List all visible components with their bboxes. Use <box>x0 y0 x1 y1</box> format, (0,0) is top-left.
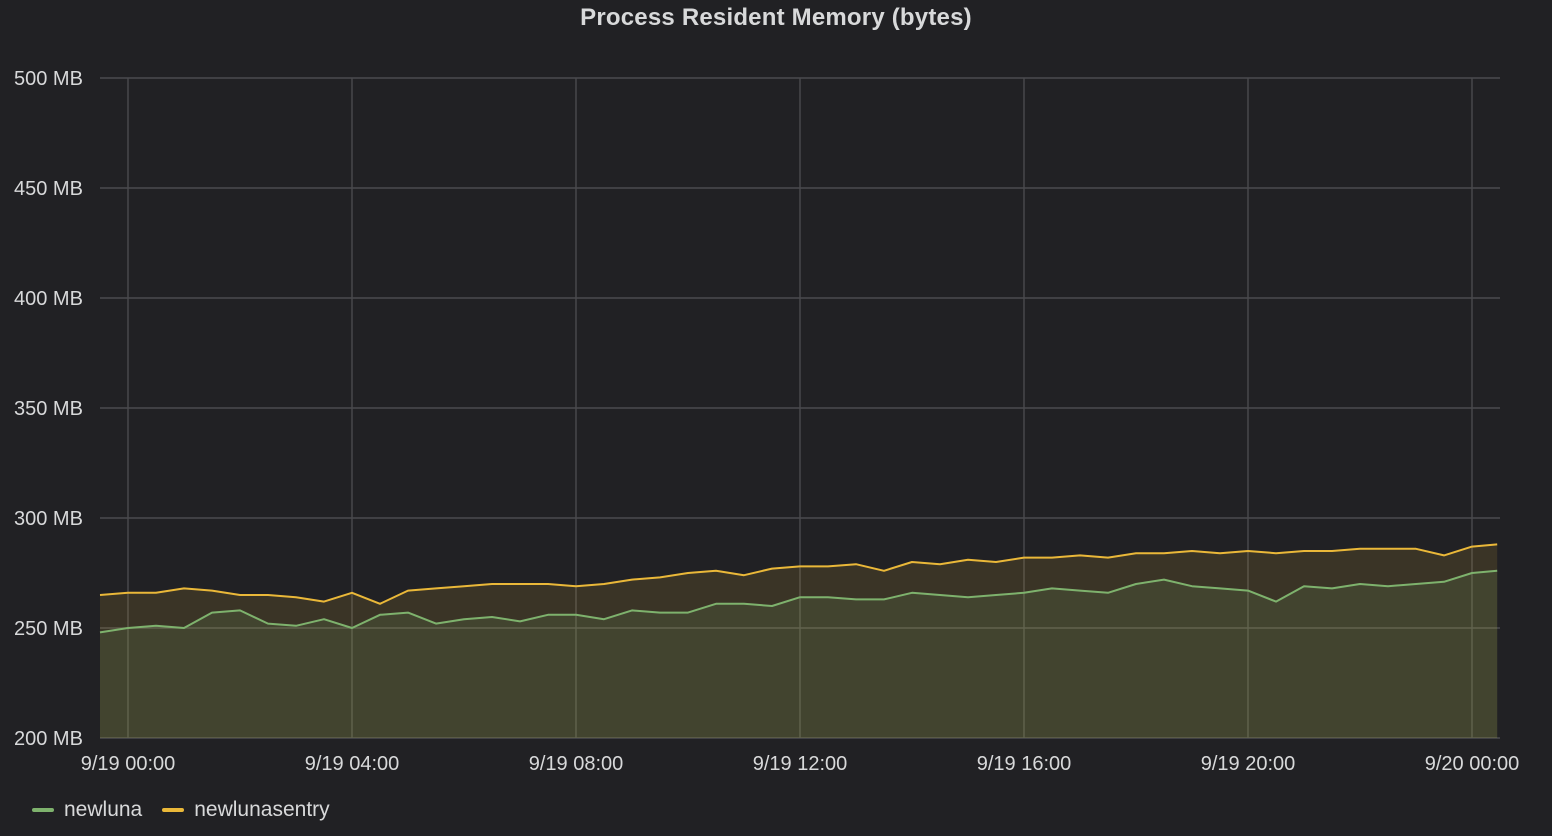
legend: newluna newlunasentry <box>32 798 350 822</box>
x-tick-label: 9/19 08:00 <box>529 753 624 775</box>
axis-labels: 500 MB 450 MB 400 MB 350 MB 300 MB 250 MB 200 … <box>14 68 1519 775</box>
legend-item-newluna[interactable]: newluna <box>32 798 142 822</box>
x-tick-label: 9/19 16:00 <box>977 753 1072 775</box>
grid <box>100 77 1500 739</box>
legend-label-newluna: newluna <box>64 798 143 821</box>
y-tick-label: 200 MB <box>14 728 83 750</box>
series-area-newluna <box>100 570 1498 738</box>
x-tick-label: 9/19 12:00 <box>753 753 848 775</box>
series-layer <box>99 543 1498 738</box>
x-tick-label: 9/19 04:00 <box>305 753 400 775</box>
y-tick-label: 300 MB <box>14 508 83 530</box>
x-tick-label: 9/20 00:00 <box>1425 753 1520 775</box>
chart-title: Process Resident Memory (bytes) <box>580 4 972 31</box>
x-tick-label: 9/19 00:00 <box>81 753 176 775</box>
y-tick-label: 350 MB <box>14 398 83 420</box>
series-line-newlunasentry[interactable] <box>99 543 1498 605</box>
legend-item-newlunasentry[interactable]: newlunasentry <box>162 798 330 822</box>
legend-swatch-newluna <box>32 808 54 812</box>
series-area-newlunasentry <box>100 544 1498 738</box>
legend-swatch-newlunasentry <box>162 808 185 812</box>
x-tick-label: 9/19 20:00 <box>1201 753 1296 775</box>
y-tick-label: 250 MB <box>14 618 83 640</box>
series-line-newluna[interactable] <box>99 569 1498 634</box>
y-tick-label: 450 MB <box>14 178 83 200</box>
legend-label-newlunasentry: newlunasentry <box>194 798 330 821</box>
y-tick-label: 500 MB <box>14 68 83 90</box>
y-tick-label: 400 MB <box>14 288 83 310</box>
